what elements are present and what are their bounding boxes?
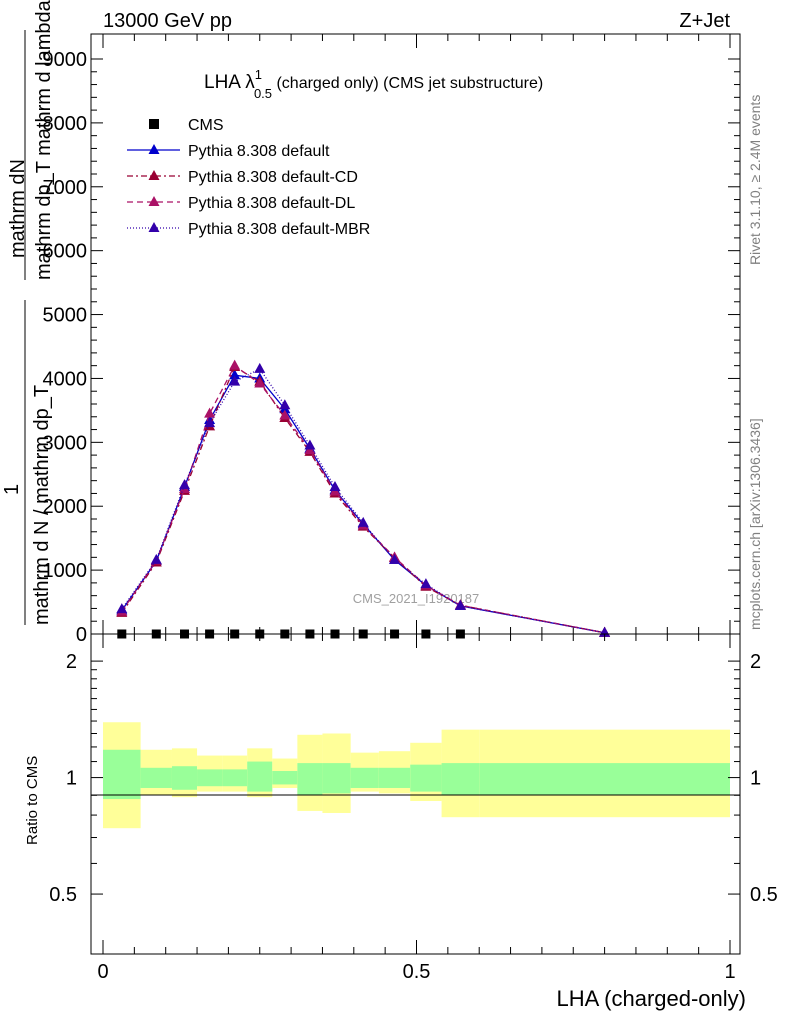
legend-label: Pythia 8.308 default xyxy=(188,143,330,160)
legend-marker xyxy=(148,170,160,180)
series-layer xyxy=(116,359,611,637)
series-point xyxy=(150,553,162,564)
rivet-label: Rivet 3.1.10, ≥ 2.4M events xyxy=(747,95,763,265)
series-point xyxy=(204,417,216,428)
x-axis-label: LHA (charged-only) xyxy=(556,986,746,1011)
series-line xyxy=(121,364,605,634)
series-point xyxy=(116,603,128,614)
series-point xyxy=(254,377,266,388)
series-point xyxy=(279,409,291,420)
ratio-inner-band xyxy=(297,763,323,796)
ratio-inner-band xyxy=(378,767,411,788)
ratio-uncertainty-bands xyxy=(103,722,730,829)
legend-label: Pythia 8.308 default-CD xyxy=(188,169,358,186)
ratio-inner-band xyxy=(197,769,223,787)
collision-label: 13000 GeV pp xyxy=(103,10,232,32)
legend: CMS Pythia 8.308 default Pythia 8.308 defa… xyxy=(127,117,370,238)
legend-label: Pythia 8.308 default-MBR xyxy=(188,221,370,238)
main-y-tick-label: 2000 xyxy=(43,496,88,518)
mcplots-label: mcplots.cern.ch [arXiv:1306.3436] xyxy=(747,418,763,630)
series-point xyxy=(229,375,241,386)
series-line xyxy=(121,368,605,634)
ratio-inner-band xyxy=(479,763,730,796)
series-point xyxy=(304,439,316,450)
main-y-tick-label: 3000 xyxy=(43,432,88,454)
ratio-inner-band xyxy=(171,766,198,790)
process-label: Z+Jet xyxy=(679,10,730,32)
series-point xyxy=(204,407,216,418)
series-point xyxy=(454,599,466,610)
ratio-inner-band xyxy=(103,749,141,800)
plot-title-sup: 1 xyxy=(255,67,262,82)
ratio-y-ticks: 0.5 0.5 1 1 2 2 xyxy=(49,651,778,906)
series-point xyxy=(329,481,341,492)
series-point xyxy=(389,553,401,564)
analysis-watermark: CMS_2021_I1920187 xyxy=(353,591,480,606)
series-point xyxy=(420,578,432,589)
legend-marker xyxy=(148,196,160,206)
legend-label: CMS xyxy=(188,117,224,134)
main-y-tick-label: 7000 xyxy=(43,177,88,199)
main-y-axis-label: mathrm dN mathrm dp_T mathrm d lambda 1 … xyxy=(1,0,55,625)
ratio-y-tick-label-left: 1 xyxy=(66,768,77,790)
ratio-y-tick-label-right: 0.5 xyxy=(750,884,778,906)
main-y-tick-label: 8000 xyxy=(43,113,88,135)
series-point xyxy=(229,359,241,370)
series-point xyxy=(179,479,191,490)
ratio-y-label: Ratio to CMS xyxy=(24,756,41,845)
main-y-tick-label: 0 xyxy=(76,624,87,646)
x-tick-label: 0 xyxy=(97,961,108,983)
y-label-line2: mathrm dp_T mathrm d lambda xyxy=(33,0,55,280)
main-y-tick-label: 1000 xyxy=(43,560,88,582)
ratio-inner-band xyxy=(272,770,298,785)
plot-title-rest: (charged only) (CMS jet substructure) xyxy=(272,75,543,92)
series-line xyxy=(121,366,605,634)
main-y-tick-label: 6000 xyxy=(43,241,88,263)
y-label-numerator: mathrm dN xyxy=(7,159,29,258)
plot-title: LHA λ1 0.5 (charged only) (CMS jet substr… xyxy=(204,67,543,101)
y-label-denominator: mathrm d N / mathrm dp_T xyxy=(31,385,53,625)
main-y-tick-label: 5000 xyxy=(43,305,88,327)
ratio-inner-band xyxy=(322,763,351,794)
ratio-inner-band xyxy=(441,763,480,796)
main-y-tick-label: 4000 xyxy=(43,368,88,390)
main-y-ticks: 0 1000 2000 3000 4000 5000 6000 7000 8000 9000 xyxy=(43,49,740,646)
ratio-inner-band xyxy=(140,767,172,788)
ratio-y-tick-label-right: 1 xyxy=(750,768,761,790)
legend-marker xyxy=(148,222,160,232)
series-point xyxy=(357,516,369,527)
legend-marker xyxy=(148,144,160,154)
x-tick-label: 0.5 xyxy=(403,961,431,983)
ratio-y-tick-label-right: 2 xyxy=(750,651,761,673)
y-label-prefix: 1 xyxy=(1,484,23,495)
ratio-y-tick-label-left: 0.5 xyxy=(49,884,77,906)
ratio-inner-band xyxy=(350,767,379,788)
series-point xyxy=(279,399,291,410)
ratio-plot-frame xyxy=(90,633,741,955)
ratio-inner-band xyxy=(410,764,442,792)
ratio-inner-band xyxy=(247,761,273,792)
ratio-x-ticks: 0 0.5 1 xyxy=(97,634,736,983)
series-point xyxy=(229,369,241,380)
plot-title-main: LHA λ xyxy=(204,72,255,93)
legend-marker xyxy=(149,119,159,129)
plot-title-sub: 0.5 xyxy=(254,86,272,101)
ratio-inner-band xyxy=(222,769,248,787)
series-point xyxy=(254,362,266,373)
main-y-tick-label: 9000 xyxy=(43,49,88,71)
ratio-y-tick-label-left: 2 xyxy=(66,651,77,673)
legend-label: Pythia 8.308 default-DL xyxy=(188,195,355,212)
x-tick-label: 1 xyxy=(724,961,735,983)
